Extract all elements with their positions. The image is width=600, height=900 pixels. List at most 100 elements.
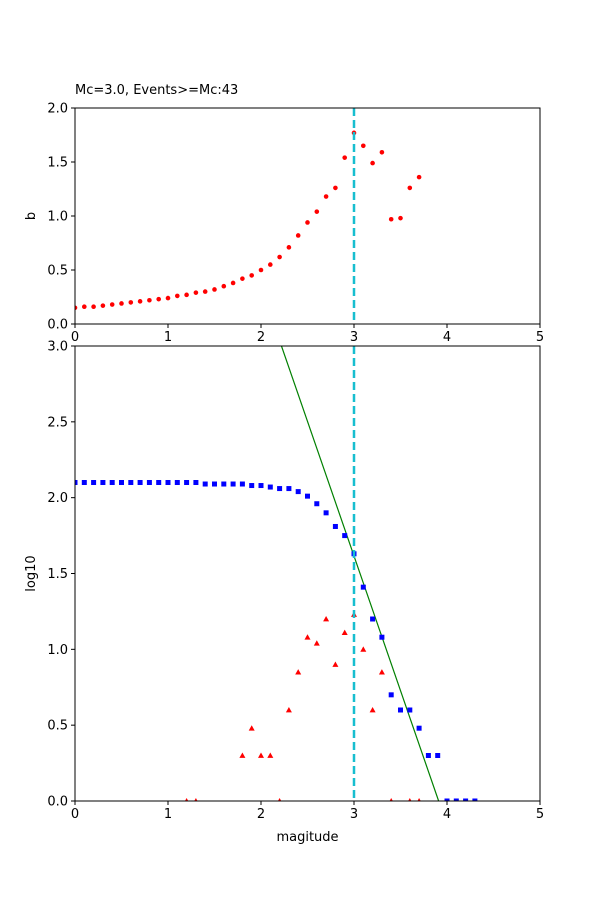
top-series-0-point — [314, 209, 320, 214]
top-y-tick-label: 0.5 — [47, 264, 68, 279]
top-plot-area: 0 1 2 3 4 5 0.0 0.5 1.0 1.5 2.0 b — [24, 102, 544, 346]
bottom-series-1-point — [417, 798, 421, 801]
bottom-y-tick-label: 2.0 — [47, 491, 68, 506]
bottom-series-1-point — [258, 752, 264, 758]
top-series-0-point — [398, 215, 403, 221]
fit-line — [280, 346, 440, 801]
top-series-0-point — [193, 290, 199, 295]
bottom-series-0-point — [156, 480, 162, 485]
bottom-series-0-point — [91, 480, 97, 485]
bottom-series-0-point — [463, 798, 469, 801]
bottom-x-tick-label: 5 — [536, 807, 544, 822]
bottom-series-0-point — [81, 480, 87, 485]
top-series-0-point — [119, 301, 124, 306]
top-series-0-point — [258, 267, 264, 273]
top-x-tick-label: 3 — [350, 330, 358, 345]
bottom-series-1-point — [267, 752, 274, 758]
bottom-series-0-point — [332, 523, 338, 529]
bottom-series-0-point — [342, 533, 348, 539]
bottom-axes-frame — [74, 345, 541, 802]
bottom-series-0-point — [472, 798, 478, 801]
bottom-series-1-point — [285, 707, 292, 713]
top-series-0-point — [156, 296, 161, 302]
top-series-0-point — [333, 185, 338, 191]
bottom-series-1-point — [194, 798, 198, 801]
bottom-series-0-point — [100, 480, 106, 485]
bottom-marks — [75, 346, 478, 801]
bottom-series-0-point — [267, 484, 273, 490]
bottom-series-0-point — [230, 481, 236, 487]
bottom-x-tick-label: 3 — [350, 807, 358, 822]
top-series-0-point — [109, 302, 115, 307]
bottom-series-1-point — [408, 798, 412, 801]
top-series-0-point — [82, 304, 87, 310]
bottom-series-0-point — [370, 616, 376, 622]
top-series-0-point — [286, 245, 292, 250]
top-series-0-point — [165, 295, 171, 301]
bottom-series-0-point — [444, 798, 450, 801]
bottom-series-1-point — [323, 616, 330, 622]
bottom-series-0-point — [137, 480, 143, 485]
bottom-series-1-point — [378, 669, 385, 675]
bottom-series-0-point — [174, 480, 180, 485]
top-series-0-point — [249, 273, 254, 278]
top-series-0-point — [212, 287, 217, 292]
bottom-x-tick-label: 4 — [443, 807, 451, 822]
bottom-series-0-point — [407, 707, 413, 713]
top-series-0-point — [295, 233, 301, 238]
bottom-series-0-point — [119, 480, 124, 485]
top-series-0-point — [277, 254, 282, 260]
bottom-series-0-point — [277, 486, 283, 492]
bottom-series-1-point — [184, 798, 189, 801]
top-series-0-point — [202, 289, 208, 294]
top-x-tick-label: 4 — [443, 330, 451, 345]
top-y-tick-label: 1.5 — [47, 156, 68, 171]
top-x-tick-label: 0 — [71, 330, 79, 345]
bottom-plot-area: 0 1 2 3 4 5 0.0 0.5 1.0 1.5 2.0 2.5 3.0 log10 magitude — [24, 340, 544, 846]
bottom-y-axis-label: log10 — [24, 555, 39, 591]
bottom-series-1-point — [248, 725, 255, 731]
bottom-series-0-point — [416, 725, 422, 731]
top-y-tick-label: 0.0 — [47, 318, 68, 333]
top-series-0-point — [100, 303, 106, 308]
bottom-y-tick-label: 3.0 — [47, 340, 68, 355]
top-series-0-point — [184, 292, 189, 298]
bottom-series-0-point — [184, 480, 190, 485]
bottom-series-1-point — [332, 661, 339, 667]
bottom-series-1-point — [277, 798, 282, 801]
bottom-series-0-point — [249, 483, 255, 489]
top-axes-frame — [74, 107, 541, 325]
bottom-series-0-point — [128, 480, 134, 485]
bottom-series-0-point — [221, 481, 227, 487]
top-y-tick-label: 2.0 — [47, 102, 68, 117]
bottom-series-0-point — [258, 483, 264, 489]
top-series-0-point — [305, 220, 310, 225]
bottom-y-tick-label: 0.0 — [47, 795, 68, 810]
top-series-0-point — [370, 160, 375, 166]
bottom-series-0-point — [193, 480, 199, 485]
bottom-series-0-point — [295, 489, 301, 495]
top-x-tick-label: 5 — [536, 330, 544, 345]
top-series-0-point — [268, 262, 273, 267]
top-x-tick-label: 1 — [164, 330, 172, 345]
bottom-series-0-point — [239, 481, 245, 487]
bottom-series-1-point — [295, 669, 302, 675]
bottom-series-1-point — [341, 629, 348, 636]
bottom-series-0-point — [453, 798, 459, 801]
top-series-0-point — [147, 297, 152, 303]
top-series-0-point — [128, 300, 134, 305]
bottom-series-0-point — [398, 707, 403, 713]
bottom-series-1-point — [389, 798, 393, 801]
bottom-series-1-point — [304, 634, 311, 640]
bottom-series-0-point — [435, 753, 441, 758]
bottom-y-tick-label: 2.5 — [47, 415, 68, 430]
bottom-y-tick-label: 1.0 — [47, 643, 68, 658]
bottom-x-axis-label: magitude — [276, 830, 338, 845]
bottom-series-0-point — [286, 486, 292, 492]
top-series-0-point — [361, 143, 366, 149]
top-series-0-point — [342, 155, 348, 160]
bottom-y-tick-label: 0.5 — [47, 719, 68, 734]
top-y-axis-label: b — [24, 212, 39, 220]
top-series-0-point — [175, 293, 180, 299]
